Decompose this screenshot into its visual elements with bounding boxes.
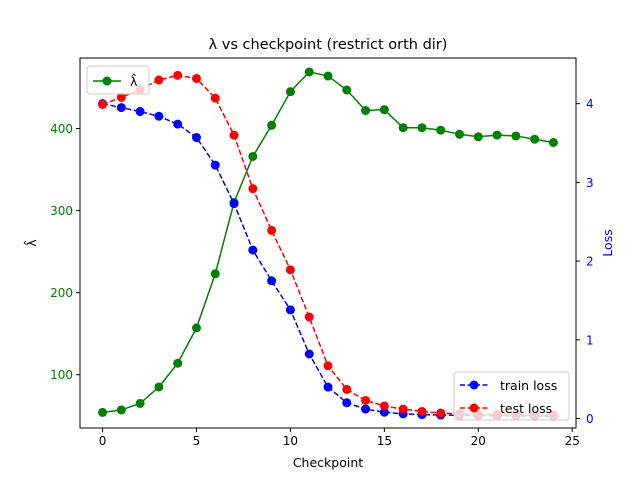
x-tick-label-15: 15 — [377, 434, 392, 448]
point-train-loss-15 — [379, 407, 389, 417]
legend-train-label: train loss — [500, 378, 557, 393]
point-test-loss-6 — [210, 93, 220, 103]
point-lambda-13 — [342, 85, 352, 95]
point-lambda-2 — [135, 398, 145, 408]
point-lambda-12 — [323, 71, 333, 81]
point-test-loss-13 — [342, 384, 352, 394]
point-test-loss-10 — [285, 265, 295, 275]
point-lambda-10 — [285, 87, 295, 97]
plot-frame — [79, 57, 577, 429]
point-train-loss-4 — [173, 119, 183, 129]
y-axis-left: 100 200 300 400 — [50, 122, 80, 382]
point-test-loss-8 — [248, 184, 258, 194]
point-test-loss-1 — [116, 92, 126, 102]
x-tick-label-25: 25 — [565, 434, 580, 448]
y-left-tick-label-100: 100 — [50, 368, 73, 382]
x-axis-label: Checkpoint — [293, 455, 363, 470]
legend-train-marker — [469, 380, 479, 390]
point-train-loss-14 — [361, 404, 371, 414]
axes-box — [79, 57, 577, 429]
series-lambda — [98, 67, 558, 417]
series-test-loss — [98, 70, 558, 420]
point-train-loss-3 — [154, 111, 164, 121]
point-train-loss-11 — [304, 349, 314, 359]
point-test-loss-0 — [98, 99, 108, 109]
y-axis-right-label: Loss — [600, 229, 615, 256]
legend-lambda-label: λ̂ — [130, 73, 138, 89]
y-axis-right: 0 1 2 3 4 — [576, 97, 594, 426]
point-lambda-18 — [436, 125, 446, 135]
point-lambda-9 — [267, 120, 277, 130]
legend-test-marker — [469, 403, 479, 413]
y-left-tick-label-200: 200 — [50, 286, 73, 300]
y-left-tick-label-400: 400 — [50, 122, 73, 136]
point-test-loss-7 — [229, 130, 239, 140]
point-train-loss-5 — [191, 133, 201, 143]
y-right-tick-label-2: 2 — [586, 255, 594, 269]
point-test-loss-3 — [154, 75, 164, 85]
point-lambda-14 — [361, 106, 371, 116]
point-test-loss-15 — [379, 401, 389, 411]
legend-lambda-marker — [102, 76, 112, 86]
point-train-loss-10 — [285, 305, 295, 315]
point-lambda-0 — [98, 407, 108, 417]
point-lambda-16 — [398, 123, 408, 133]
point-test-loss-9 — [267, 225, 277, 235]
y-right-tick-label-1: 1 — [586, 333, 594, 347]
point-test-loss-18 — [436, 408, 446, 418]
point-test-loss-16 — [398, 404, 408, 414]
x-axis: 0 5 10 15 20 25 — [99, 428, 580, 448]
point-lambda-3 — [154, 382, 164, 392]
point-lambda-21 — [492, 130, 502, 140]
y-right-tick-label-3: 3 — [586, 176, 594, 190]
point-lambda-23 — [530, 134, 540, 144]
point-test-loss-5 — [191, 73, 201, 83]
point-lambda-1 — [116, 405, 126, 415]
point-lambda-17 — [417, 123, 427, 133]
chart-title: λ vs checkpoint (restrict orth dir) — [209, 37, 448, 53]
point-train-loss-13 — [342, 398, 352, 408]
point-lambda-19 — [455, 129, 465, 139]
point-test-loss-17 — [417, 406, 427, 416]
legend-left: λ̂ — [86, 65, 150, 95]
x-tick-label-20: 20 — [471, 434, 486, 448]
point-lambda-24 — [548, 138, 558, 148]
x-tick-label-5: 5 — [193, 434, 201, 448]
point-train-loss-9 — [267, 276, 277, 286]
point-lambda-15 — [379, 105, 389, 115]
point-lambda-20 — [473, 132, 483, 142]
y-right-tick-label-0: 0 — [586, 412, 594, 426]
x-tick-label-10: 10 — [283, 434, 298, 448]
point-train-loss-7 — [229, 199, 239, 209]
point-test-loss-11 — [304, 312, 314, 322]
point-lambda-5 — [191, 323, 201, 333]
point-lambda-11 — [304, 67, 314, 77]
point-train-loss-6 — [210, 160, 220, 170]
legend-right: train loss test loss — [453, 371, 570, 421]
point-train-loss-2 — [135, 107, 145, 117]
point-lambda-4 — [173, 358, 183, 368]
x-tick-label-0: 0 — [99, 434, 107, 448]
y-right-tick-label-4: 4 — [586, 97, 594, 111]
legend-left-box — [86, 65, 150, 95]
point-lambda-22 — [511, 131, 521, 141]
point-train-loss-8 — [248, 245, 258, 255]
y-left-tick-label-300: 300 — [50, 204, 73, 218]
point-test-loss-14 — [361, 395, 371, 405]
point-test-loss-12 — [323, 361, 333, 371]
point-train-loss-12 — [323, 382, 333, 392]
point-lambda-8 — [248, 151, 258, 161]
y-axis-left-label: λ̂ — [23, 239, 39, 247]
series-layer — [98, 67, 558, 421]
point-train-loss-1 — [116, 103, 126, 113]
legend-test-label: test loss — [500, 401, 552, 416]
point-lambda-6 — [210, 269, 220, 279]
point-test-loss-4 — [173, 70, 183, 80]
